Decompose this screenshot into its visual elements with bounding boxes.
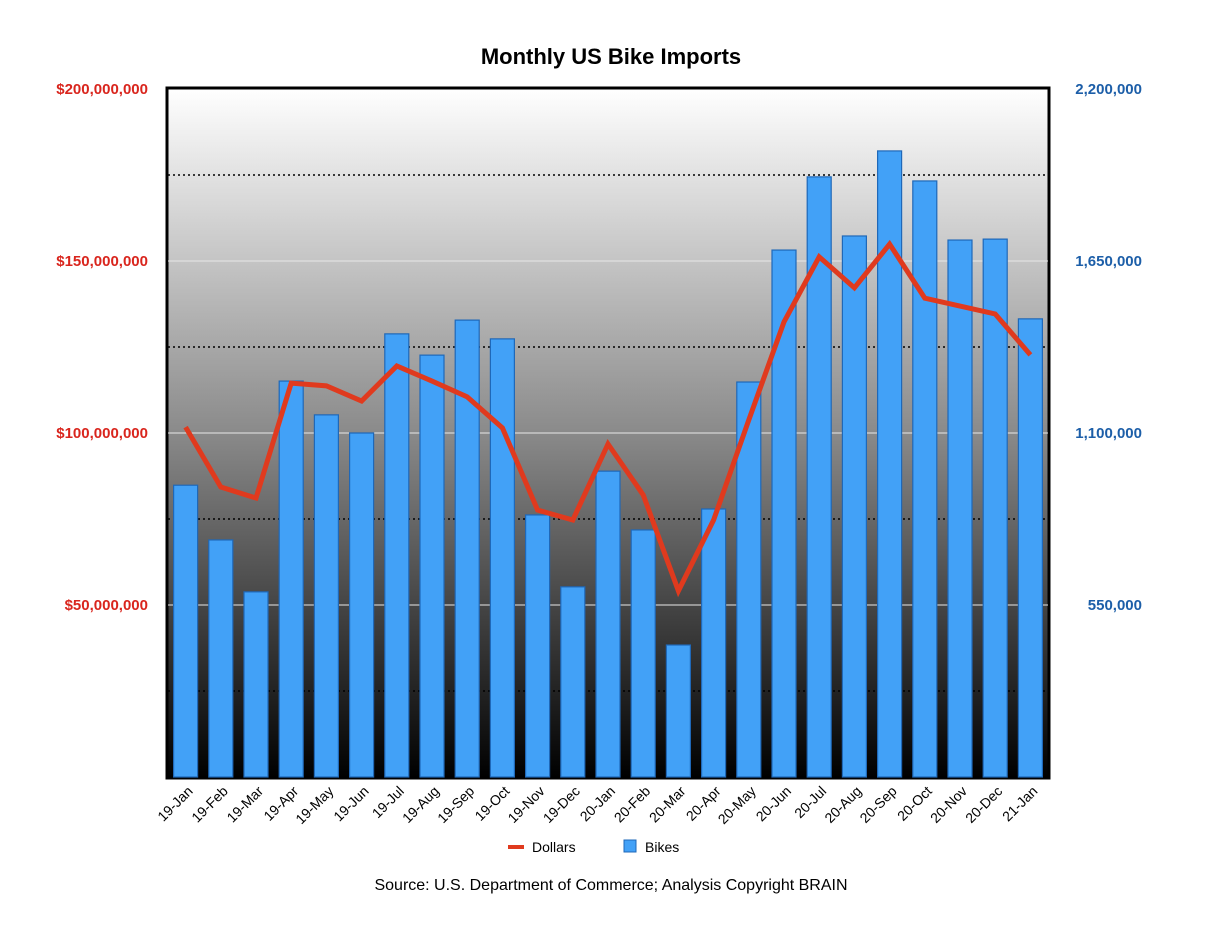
legend-bikes-swatch [623, 839, 637, 853]
left-axis-tick-label: $200,000,000 [56, 81, 148, 98]
bar-20-Dec [982, 238, 1008, 778]
right-axis-tick-label: 1,100,000 [1075, 425, 1142, 442]
x-tick-label: 19-Jun [330, 783, 372, 825]
bar-19-Oct [489, 338, 515, 778]
source-note: Source: U.S. Department of Commerce; Ana… [374, 877, 848, 894]
bar-20-Feb [630, 529, 656, 778]
bar-19-May [313, 414, 339, 778]
bar-20-Aug [841, 235, 868, 778]
x-tick-label: 20-Dec [962, 783, 1005, 826]
right-axis-tick-label: 2,200,000 [1075, 81, 1142, 98]
left-axis-tick-label: $150,000,000 [56, 253, 148, 270]
bar-19-Dec [560, 586, 586, 778]
bar-20-Jan [595, 470, 621, 778]
x-tick-label: 19-Sep [434, 783, 477, 826]
right-axis-tick-label: 550,000 [1088, 597, 1142, 614]
x-tick-label: 20-Aug [821, 783, 864, 826]
bar-19-Aug [419, 354, 445, 778]
x-tick-label: 19-Feb [188, 783, 231, 826]
x-tick-label: 20-Jun [753, 783, 795, 825]
x-tick-label: 19-Dec [540, 783, 583, 826]
x-tick-label: 20-Sep [856, 783, 899, 826]
bar-19-Feb [208, 539, 234, 778]
bar-21-Jan [1017, 318, 1044, 778]
chart-title: Monthly US Bike Imports [480, 44, 742, 69]
bar-20-Oct [912, 180, 938, 778]
right-axis-tick-label: 1,650,000 [1075, 253, 1142, 270]
bar-19-Jul [384, 333, 410, 778]
bar-20-Apr [700, 508, 727, 778]
bar-19-Jan [173, 484, 199, 778]
x-tick-label: 20-Nov [927, 783, 970, 826]
bar-20-Mar [665, 644, 692, 778]
legend-bikes-label: Bikes [645, 839, 679, 855]
x-tick-label: 19-Nov [504, 783, 547, 826]
x-tick-label: 20-Jan [577, 783, 619, 825]
bar-19-Apr [278, 380, 304, 778]
bar-20-Nov [947, 239, 973, 778]
legend-dollars-label: Dollars [532, 839, 576, 855]
x-tick-label: 20-May [715, 783, 759, 827]
left-axis-tick-label: $100,000,000 [56, 425, 148, 442]
x-tick-label: 21-Jan [999, 783, 1041, 825]
bar-19-Nov [524, 514, 551, 778]
bar-19-Mar [243, 591, 269, 778]
x-tick-label: 19-Aug [399, 783, 442, 826]
left-axis-tick-label: $50,000,000 [65, 597, 148, 614]
bar-19-Jun [349, 432, 375, 778]
x-tick-label: 20-Feb [611, 783, 654, 826]
x-tick-label: 19-Mar [223, 783, 266, 826]
bar-19-Sep [454, 319, 480, 778]
x-tick-label: 20-Mar [646, 783, 689, 826]
x-tick-label: 19-May [292, 783, 336, 827]
x-tick-label: 19-Jan [154, 783, 196, 825]
